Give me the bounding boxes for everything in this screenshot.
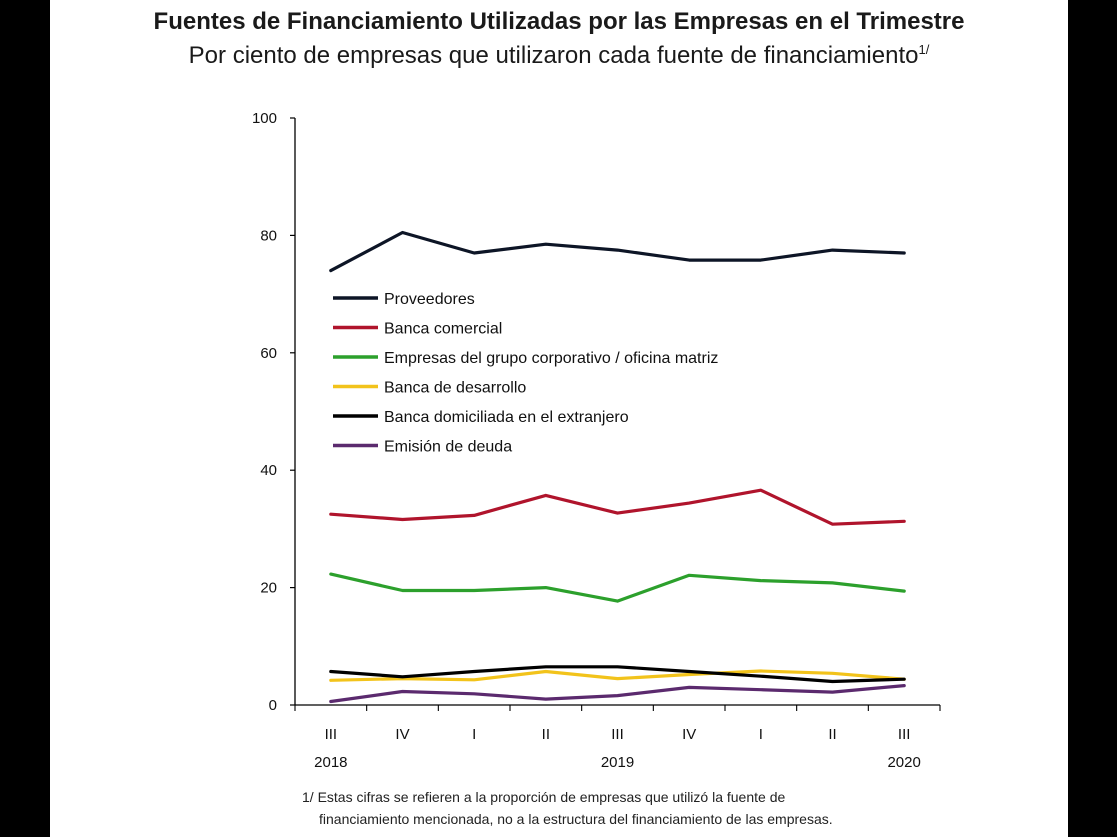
series-line-4 <box>329 665 906 684</box>
footnote: 1/ Estas cifras se refieren a la proporc… <box>302 786 1002 830</box>
series-line-0 <box>329 230 906 273</box>
x-tick-label: II <box>542 726 550 743</box>
y-tick-label: 60 <box>260 345 277 362</box>
page: Fuentes de Financiamiento Utilizadas por… <box>50 0 1068 837</box>
series-line-3 <box>329 669 906 682</box>
legend-label: Banca comercial <box>384 321 502 338</box>
chart-subtitle: Por ciento de empresas que utilizaron ca… <box>50 42 1068 70</box>
series-line-2 <box>329 572 906 603</box>
x-tick-label: I <box>472 726 476 743</box>
y-tick-label: 20 <box>260 580 277 597</box>
legend-label: Empresas del grupo corporativo / oficina… <box>384 350 718 367</box>
y-tick-label: 80 <box>260 227 277 244</box>
series-line-1 <box>329 488 906 526</box>
chart-title: Fuentes de Financiamiento Utilizadas por… <box>153 8 965 35</box>
legend-label: Proveedores <box>384 291 475 308</box>
y-tick-label: 40 <box>260 462 277 479</box>
x-tick-label: IV <box>682 726 696 743</box>
y-tick-label: 100 <box>252 110 277 127</box>
y-tick-label: 0 <box>269 697 277 714</box>
footnote-line-1: 1/ Estas cifras se refieren a la proporc… <box>302 789 786 805</box>
x-year-label: 2019 <box>601 754 634 771</box>
legend-label: Banca domiciliada en el extranjero <box>384 409 629 426</box>
subtitle-text: Por ciento de empresas que utilizaron ca… <box>188 42 919 69</box>
x-tick-label: II <box>828 726 836 743</box>
x-tick-label: I <box>759 726 763 743</box>
x-tick-label: III <box>898 726 911 743</box>
x-year-label: 2020 <box>887 754 920 771</box>
legend-label: Banca de desarrollo <box>384 380 526 397</box>
series-line-5 <box>329 683 906 704</box>
x-tick-label: III <box>325 726 338 743</box>
x-year-label: 2018 <box>314 754 347 771</box>
x-tick-label: IV <box>395 726 409 743</box>
legend-label: Emisión de deuda <box>384 439 512 456</box>
subtitle-footnote-mark: 1/ <box>918 42 930 57</box>
x-tick-label: III <box>611 726 624 743</box>
footnote-line-2: financiamiento mencionada, no a la estru… <box>319 811 833 827</box>
